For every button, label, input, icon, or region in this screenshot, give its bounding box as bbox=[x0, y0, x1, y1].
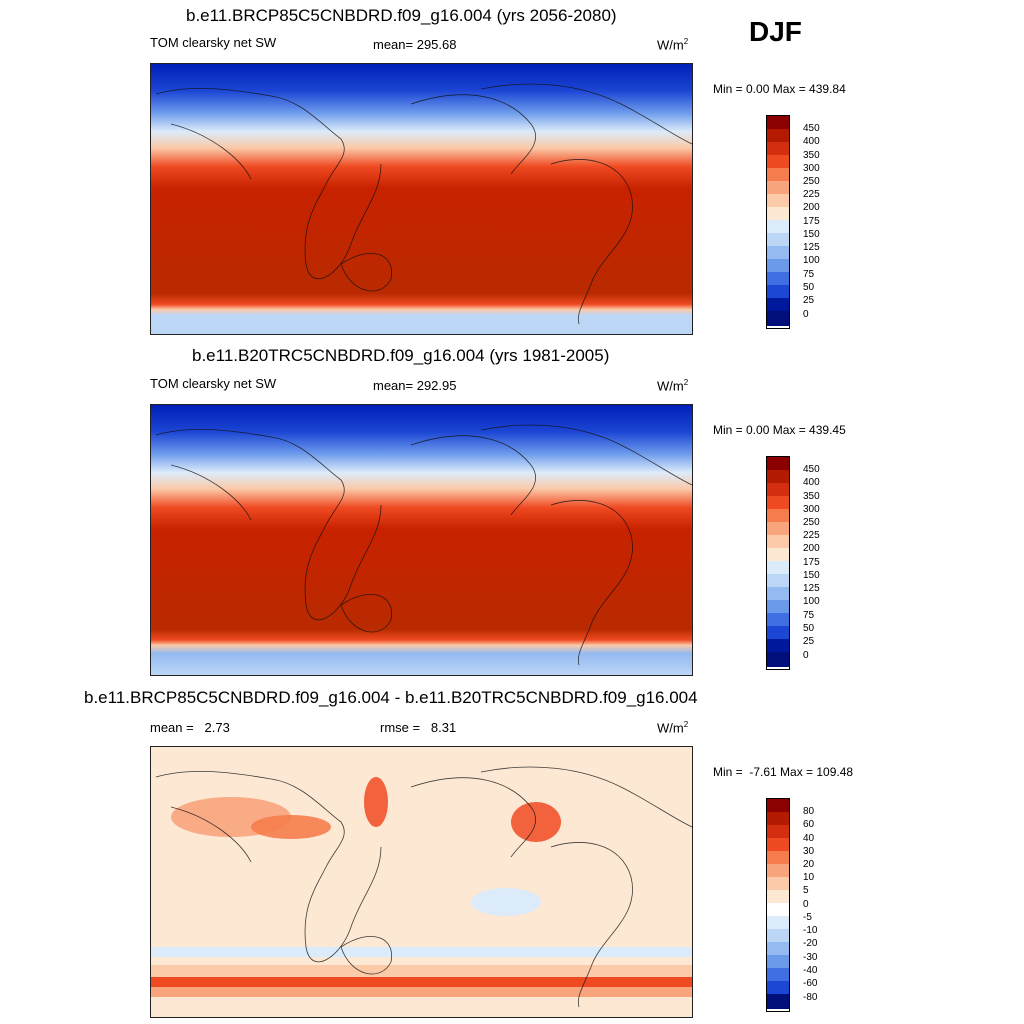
panel3-tick: -80 bbox=[803, 992, 818, 1003]
panel1-tick: 350 bbox=[803, 150, 820, 161]
panel2-tick: 125 bbox=[803, 583, 820, 594]
panel3-tick: -60 bbox=[803, 978, 818, 989]
panel1-mean: mean= 295.68 bbox=[373, 37, 457, 52]
panel3-tick: -20 bbox=[803, 938, 818, 949]
panel3-tick: -10 bbox=[803, 925, 818, 936]
season-label: DJF bbox=[749, 16, 802, 47]
panel1-tick: 0 bbox=[803, 309, 809, 320]
panel3-title: b.e11.BRCP85C5CNBDRD.f09_g16.004 - b.e11… bbox=[84, 688, 698, 707]
panel2-variable: TOM clearsky net SW bbox=[150, 376, 277, 391]
panel1-map bbox=[150, 63, 693, 335]
panel3-tick: -30 bbox=[803, 952, 818, 963]
panel3-tick: 5 bbox=[803, 885, 809, 896]
panel2-tick: 0 bbox=[803, 650, 809, 661]
panel2-tick: 350 bbox=[803, 491, 820, 502]
panel3-tick: 10 bbox=[803, 872, 815, 883]
panel1-tick: 200 bbox=[803, 202, 820, 213]
panel3-tick: 60 bbox=[803, 819, 815, 830]
panel2-map-field bbox=[151, 405, 692, 675]
panel1-variable: TOM clearsky net SW bbox=[150, 35, 277, 50]
panel3-mean: mean = 2.73 bbox=[150, 720, 230, 735]
panel2-map bbox=[150, 404, 693, 676]
panel1-tick: 250 bbox=[803, 176, 820, 187]
panel1-tick: 300 bbox=[803, 163, 820, 174]
panel3-colorbar bbox=[766, 798, 790, 1012]
panel1-tick: 50 bbox=[803, 282, 815, 293]
panel1-tick: 75 bbox=[803, 269, 815, 280]
panel2-tick: 225 bbox=[803, 530, 820, 541]
panel2-tick: 400 bbox=[803, 477, 820, 488]
panel2-colorbar bbox=[766, 456, 790, 670]
panel1-tick: 100 bbox=[803, 255, 820, 266]
panel2-tick: 75 bbox=[803, 610, 815, 621]
panel1-tick: 175 bbox=[803, 216, 820, 227]
panel2-tick: 200 bbox=[803, 543, 820, 554]
panel3-tick: -40 bbox=[803, 965, 818, 976]
panel2-units: W/m2 bbox=[657, 378, 689, 394]
panel1-title: b.e11.BRCP85C5CNBDRD.f09_g16.004 (yrs 20… bbox=[186, 6, 617, 25]
panel2-tick: 50 bbox=[803, 623, 815, 634]
panel2-tick: 150 bbox=[803, 570, 820, 581]
panel2-tick: 450 bbox=[803, 464, 820, 475]
panel1-tick: 150 bbox=[803, 229, 820, 240]
panel3-map bbox=[150, 746, 693, 1018]
panel1-units: W/m2 bbox=[657, 37, 689, 53]
panel3-rmse: rmse = 8.31 bbox=[380, 720, 457, 735]
panel1-tick: 225 bbox=[803, 189, 820, 200]
panel3-tick: 0 bbox=[803, 899, 809, 910]
panel1-colorbar bbox=[766, 115, 790, 329]
panel3-tick: -5 bbox=[803, 912, 812, 923]
panel2-tick: 25 bbox=[803, 636, 815, 647]
panel2-minmax: Min = 0.00 Max = 439.45 bbox=[713, 423, 846, 437]
panel1-tick: 400 bbox=[803, 136, 820, 147]
panel1-tick: 125 bbox=[803, 242, 820, 253]
panel3-map-field bbox=[151, 747, 692, 1017]
panel3-tick: 80 bbox=[803, 806, 815, 817]
panel2-tick: 100 bbox=[803, 596, 820, 607]
panel2-tick: 175 bbox=[803, 557, 820, 568]
panel3-units: W/m2 bbox=[657, 720, 689, 736]
panel2-tick: 300 bbox=[803, 504, 820, 515]
panel1-tick: 25 bbox=[803, 295, 815, 306]
panel3-minmax: Min = -7.61 Max = 109.48 bbox=[713, 765, 854, 779]
panel1-minmax: Min = 0.00 Max = 439.84 bbox=[713, 82, 846, 96]
panel3-tick: 20 bbox=[803, 859, 815, 870]
panel3-tick: 40 bbox=[803, 833, 815, 844]
panel1-tick: 450 bbox=[803, 123, 820, 134]
panel2-title: b.e11.B20TRC5CNBDRD.f09_g16.004 (yrs 198… bbox=[192, 346, 610, 365]
panel3-tick: 30 bbox=[803, 846, 815, 857]
panel1-map-field bbox=[151, 64, 692, 334]
panel2-tick: 250 bbox=[803, 517, 820, 528]
panel2-mean: mean= 292.95 bbox=[373, 378, 457, 393]
